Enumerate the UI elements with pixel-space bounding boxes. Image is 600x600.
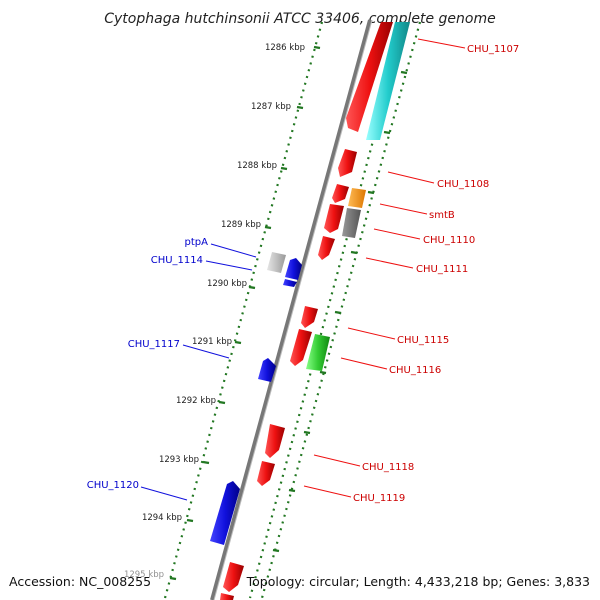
scale-label: 1294 kbp bbox=[142, 513, 182, 523]
right-dotted-ring-outer bbox=[260, 21, 422, 599]
scale-label: 1292 kbp bbox=[176, 396, 216, 406]
scale-label: 1288 kbp bbox=[237, 161, 277, 171]
gene-label-chu-1111[interactable]: CHU_1111 bbox=[416, 264, 468, 275]
gene-label-chu-1110[interactable]: CHU_1110 bbox=[423, 235, 475, 246]
cds-chu-1119[interactable] bbox=[223, 562, 244, 592]
scale-label: 1286 kbp bbox=[265, 43, 305, 53]
gene-label-chu-1120[interactable]: CHU_1120 bbox=[87, 480, 139, 491]
cds-chu-1116[interactable] bbox=[306, 334, 330, 371]
cds-chu-1110-red[interactable] bbox=[324, 204, 344, 233]
cds-chu-1119b[interactable] bbox=[220, 593, 234, 600]
cds-ptpa[interactable] bbox=[267, 252, 286, 273]
gene-label-chu-1116[interactable]: CHU_1116 bbox=[389, 365, 441, 376]
genome-backbone bbox=[210, 19, 372, 600]
scale-label: 1295 kbp bbox=[124, 570, 164, 580]
scale-label: 1289 kbp bbox=[221, 220, 261, 230]
gene-label-chu-1117[interactable]: CHU_1117 bbox=[128, 339, 180, 350]
left-dotted-ring bbox=[163, 21, 324, 599]
scale-tick-dashes bbox=[169, 45, 321, 581]
scale-label: 1293 kbp bbox=[159, 455, 199, 465]
cds-chu-1108[interactable] bbox=[338, 149, 357, 177]
accession-text: Accession: NC_008255 bbox=[9, 574, 151, 589]
gene-label-chu-1115[interactable]: CHU_1115 bbox=[397, 335, 449, 346]
cds-chu-1107[interactable] bbox=[346, 22, 393, 132]
cds-chu-1118a[interactable] bbox=[265, 424, 285, 458]
gene-label-smtb[interactable]: smtB bbox=[429, 210, 455, 221]
cds-chu-1107-cyan[interactable] bbox=[366, 22, 410, 140]
gene-label-chu-1107[interactable]: CHU_1107 bbox=[467, 44, 519, 55]
cds-chu-1115[interactable] bbox=[290, 329, 312, 366]
cds-chu-1114b[interactable] bbox=[283, 279, 297, 287]
cds-smtb[interactable] bbox=[348, 188, 366, 208]
scale-label: 1290 kbp bbox=[207, 279, 247, 289]
cds-chu-1118[interactable] bbox=[257, 461, 275, 486]
cds-chu-1111[interactable] bbox=[318, 236, 335, 260]
reverse-leader-lines bbox=[140, 243, 257, 501]
genome-summary-text: Topology: circular; Length: 4,433,218 bp… bbox=[246, 574, 590, 589]
gene-label-ptpa[interactable]: ptpA bbox=[185, 237, 209, 248]
cds-chu-1115a[interactable] bbox=[301, 306, 318, 328]
cds-chu-1120[interactable] bbox=[210, 481, 240, 545]
cds-chu-1114[interactable] bbox=[285, 258, 302, 280]
scale-label: 1291 kbp bbox=[192, 337, 232, 347]
gene-label-chu-1118[interactable]: CHU_1118 bbox=[362, 462, 414, 473]
gene-label-chu-1119[interactable]: CHU_1119 bbox=[353, 493, 405, 504]
scale-label: 1287 kbp bbox=[251, 102, 291, 112]
map-title: Cytophaga hutchinsonii ATCC 33406, compl… bbox=[104, 11, 495, 27]
gene-label-chu-1108[interactable]: CHU_1108 bbox=[437, 179, 489, 190]
inner-ring-dashes bbox=[272, 70, 408, 553]
genome-backbone-highlight bbox=[213, 19, 373, 600]
cds-chu-1108b[interactable] bbox=[332, 184, 349, 203]
forward-leader-lines bbox=[303, 38, 466, 498]
gene-label-chu-1114[interactable]: CHU_1114 bbox=[151, 255, 203, 266]
cds-chu-1110[interactable] bbox=[342, 208, 361, 238]
cds-chu-1117[interactable] bbox=[258, 358, 276, 382]
